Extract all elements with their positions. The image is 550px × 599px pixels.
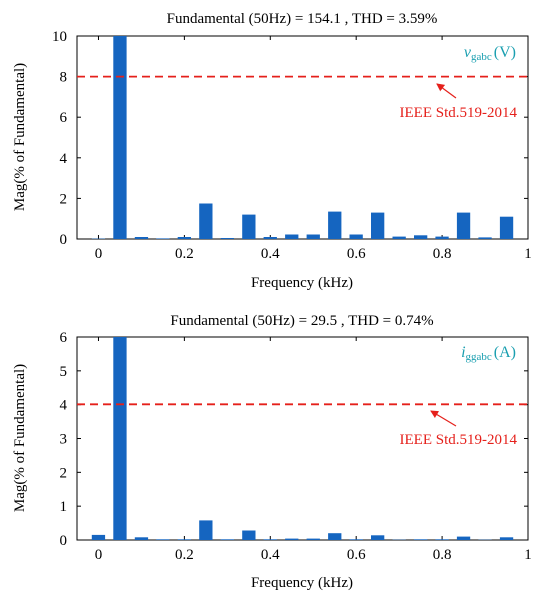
signal-symbol: i <box>461 344 465 361</box>
axes: 0 0.2 0.4 0.6 0.8 1 0 1 2 3 4 5 6 <box>60 330 532 563</box>
bar <box>156 539 170 540</box>
bar <box>113 337 127 540</box>
bar <box>91 534 106 540</box>
y-axis-label: Mag(% of Fundamental) <box>12 364 28 512</box>
x-tick-label: 0.8 <box>433 547 452 563</box>
bar <box>220 539 234 540</box>
y-tick-label: 2 <box>60 465 68 481</box>
bar <box>177 237 191 239</box>
x-tick-label: 0.4 <box>261 547 280 563</box>
bar <box>371 212 385 239</box>
x-tick-label: 0.6 <box>347 547 366 563</box>
x-axis-label: Frequency (kHz) <box>251 575 353 591</box>
bar <box>242 214 256 239</box>
limit-label: IEEE Std.519-2014 <box>400 432 518 448</box>
signal-unit: (V) <box>494 44 516 61</box>
bar <box>414 235 428 239</box>
bar <box>456 536 471 540</box>
x-axis-label: Frequency (kHz) <box>251 275 353 291</box>
y-tick-label: 5 <box>60 364 68 380</box>
bar <box>263 539 277 540</box>
signal-label: iggabc (A) <box>461 344 516 363</box>
bar <box>435 539 449 540</box>
x-tick-label: 1 <box>524 547 532 563</box>
bar <box>435 236 449 239</box>
bar <box>220 238 234 239</box>
bar <box>478 237 492 239</box>
bar <box>285 234 299 239</box>
plot-frame <box>76 35 529 240</box>
annotation-arrow <box>430 410 457 427</box>
signal-symbol: v <box>464 44 472 61</box>
signal-unit: (A) <box>494 344 516 361</box>
y-tick-label: 3 <box>60 432 68 448</box>
bar <box>306 538 320 540</box>
bar <box>263 237 277 239</box>
bar-series <box>91 337 514 540</box>
bar <box>242 530 256 540</box>
bar <box>199 203 213 239</box>
y-tick-label: 4 <box>60 398 68 414</box>
x-tick-label: 0.2 <box>175 246 194 262</box>
limit-label: IEEE Std.519-2014 <box>400 105 518 121</box>
signal-label: vgabc (V) <box>464 44 516 63</box>
chart-title: Fundamental (50Hz) = 29.5 , THD = 0.74% <box>170 313 433 329</box>
bar <box>414 539 428 540</box>
bar <box>177 539 191 540</box>
chart-title: Fundamental (50Hz) = 154.1 , THD = 3.59% <box>167 11 438 27</box>
bar <box>328 211 342 239</box>
signal-subscript: ggabc <box>466 351 492 363</box>
annotation-arrow <box>436 83 457 99</box>
x-tick-label: 0.6 <box>347 246 366 262</box>
y-tick-label: 2 <box>60 191 68 207</box>
bar <box>349 539 363 540</box>
x-tick-label: 0.8 <box>433 246 452 262</box>
panel-current: Fundamental (50Hz) = 29.5 , THD = 0.74% … <box>12 313 532 591</box>
bar <box>199 520 213 540</box>
bar <box>306 234 320 239</box>
y-tick-label: 1 <box>60 499 68 515</box>
y-tick-label: 6 <box>60 330 68 346</box>
y-tick-label: 6 <box>60 110 68 126</box>
bar <box>392 236 406 239</box>
bar <box>134 237 149 239</box>
bar <box>349 234 363 239</box>
bar <box>134 537 149 540</box>
y-tick-label: 4 <box>60 151 68 167</box>
y-tick-label: 0 <box>60 232 68 248</box>
y-tick-label: 0 <box>60 533 68 549</box>
bar <box>328 533 342 540</box>
bar <box>499 216 514 239</box>
bar-series <box>91 36 514 239</box>
x-tick-label: 0.4 <box>261 246 280 262</box>
x-tick-label: 0.2 <box>175 547 194 563</box>
bar <box>285 538 299 540</box>
bar <box>499 537 514 540</box>
y-tick-label: 10 <box>52 29 67 45</box>
bar <box>156 238 170 239</box>
signal-subscript: gabc <box>471 51 492 63</box>
bar <box>456 212 471 239</box>
x-tick-label: 1 <box>524 246 532 262</box>
y-tick-label: 8 <box>60 70 68 86</box>
x-tick-label: 0 <box>95 246 103 262</box>
bar <box>371 535 385 540</box>
y-axis-label: Mag(% of Fundamental) <box>12 63 28 211</box>
bar <box>113 36 127 239</box>
panel-voltage: Fundamental (50Hz) = 154.1 , THD = 3.59%… <box>12 11 532 291</box>
x-tick-label: 0 <box>95 547 103 563</box>
